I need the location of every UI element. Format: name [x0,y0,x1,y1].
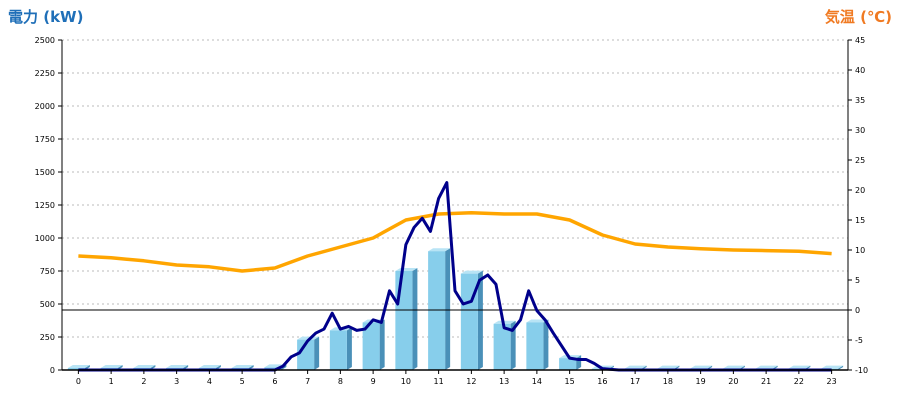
energy-bar-side [314,336,320,370]
x-tick-label: 0 [76,377,81,386]
right-tick-label: 30 [855,126,865,135]
energy-bar-top [67,365,90,369]
x-tick-label: 17 [630,377,640,386]
left-tick-label: 750 [40,267,55,276]
right-tick-label: 25 [855,156,865,165]
right-tick-label: 20 [855,186,865,195]
left-tick-label: 250 [40,333,55,342]
axes [58,39,852,374]
energy-bar [460,270,483,370]
x-tick-label: 13 [499,377,509,386]
x-tick-label: 12 [466,377,476,386]
x-tick-label: 14 [532,377,542,386]
left-tick-label: 1000 [35,234,55,243]
energy-bar-face [67,368,85,370]
energy-bar-side [477,270,483,370]
energy-bar [526,319,549,370]
left-tick-label: 1250 [35,201,55,210]
energy-bar-top [166,365,189,369]
left-axis-title: 電力 (kW) [8,8,84,26]
x-tick-label: 15 [565,377,575,386]
energy-bar-top [657,365,680,369]
tick-labels: 02505007501000125015001750200022502500-1… [35,36,868,386]
left-tick-label: 0 [50,366,55,375]
x-tick-label: 7 [305,377,310,386]
x-tick-label: 22 [794,377,804,386]
right-tick-label: 0 [855,306,860,315]
left-tick-label: 2000 [35,102,55,111]
energy-bar-top [821,365,844,369]
x-tick-label: 6 [272,377,277,386]
x-tick-label: 18 [663,377,673,386]
energy-bar-side [412,268,418,370]
energy-bar [329,327,352,370]
energy-bar-top [198,365,221,369]
energy-bar-top [526,319,549,323]
energy-bar-face [395,271,413,370]
temperature-series [78,211,832,273]
energy-bar-face [329,330,347,370]
right-tick-label: -10 [855,366,868,375]
x-tick-label: 23 [827,377,837,386]
energy-bar-top [755,365,778,369]
energy-bar [297,336,320,370]
right-tick-label: 15 [855,216,865,225]
energy-bar [493,320,516,370]
right-tick-label: 40 [855,66,865,75]
x-tick-label: 10 [401,377,411,386]
x-tick-label: 8 [338,377,343,386]
energy-bar [428,248,451,370]
left-tick-label: 1500 [35,168,55,177]
energy-bar-top [460,270,483,274]
x-tick-label: 3 [174,377,179,386]
left-tick-label: 1750 [35,135,55,144]
power-line [78,181,832,372]
x-tick-label: 1 [109,377,114,386]
energy-bar-side [445,248,451,370]
x-tick-label: 21 [761,377,771,386]
x-tick-label: 16 [597,377,607,386]
energy-bar-face [428,251,446,370]
energy-bar-face [297,339,315,370]
energy-bar-side [346,327,352,370]
energy-bar-face [559,358,577,370]
energy-bar-top [788,365,811,369]
power-series [78,181,832,372]
left-tick-label: 2500 [35,36,55,45]
energy-bar-top [690,365,713,369]
right-tick-label: -5 [855,336,863,345]
temperature-line [78,211,832,273]
energy-bar-face [493,323,511,370]
x-tick-label: 5 [240,377,245,386]
right-tick-label: 10 [855,246,865,255]
energy-bar-side [379,319,385,370]
left-tick-label: 500 [40,300,55,309]
energy-bar [395,268,418,370]
grid-lines [62,39,848,338]
energy-bar-face [526,322,544,370]
x-tick-label: 11 [434,377,444,386]
energy-bar-top [100,365,123,369]
energy-bar-side [838,365,844,370]
x-tick-label: 9 [371,377,376,386]
x-tick-label: 2 [141,377,146,386]
energy-bar-top [231,365,254,369]
energy-bar-face [362,322,380,370]
energy-bar-top [624,365,647,369]
right-tick-label: 35 [855,96,865,105]
x-tick-label: 19 [696,377,706,386]
x-tick-label: 4 [207,377,212,386]
energy-bar-top [297,336,320,340]
right-axis-title: 気温 (℃) [824,8,892,26]
x-tick-label: 20 [728,377,738,386]
left-tick-label: 2250 [35,69,55,78]
energy-bar-side [543,319,549,370]
energy-bar-top [428,248,451,252]
right-tick-label: 45 [855,36,865,45]
energy-bar-top [133,365,156,369]
energy-bar-side [510,320,516,370]
right-tick-label: 5 [855,276,860,285]
energy-bar-top [722,365,745,369]
